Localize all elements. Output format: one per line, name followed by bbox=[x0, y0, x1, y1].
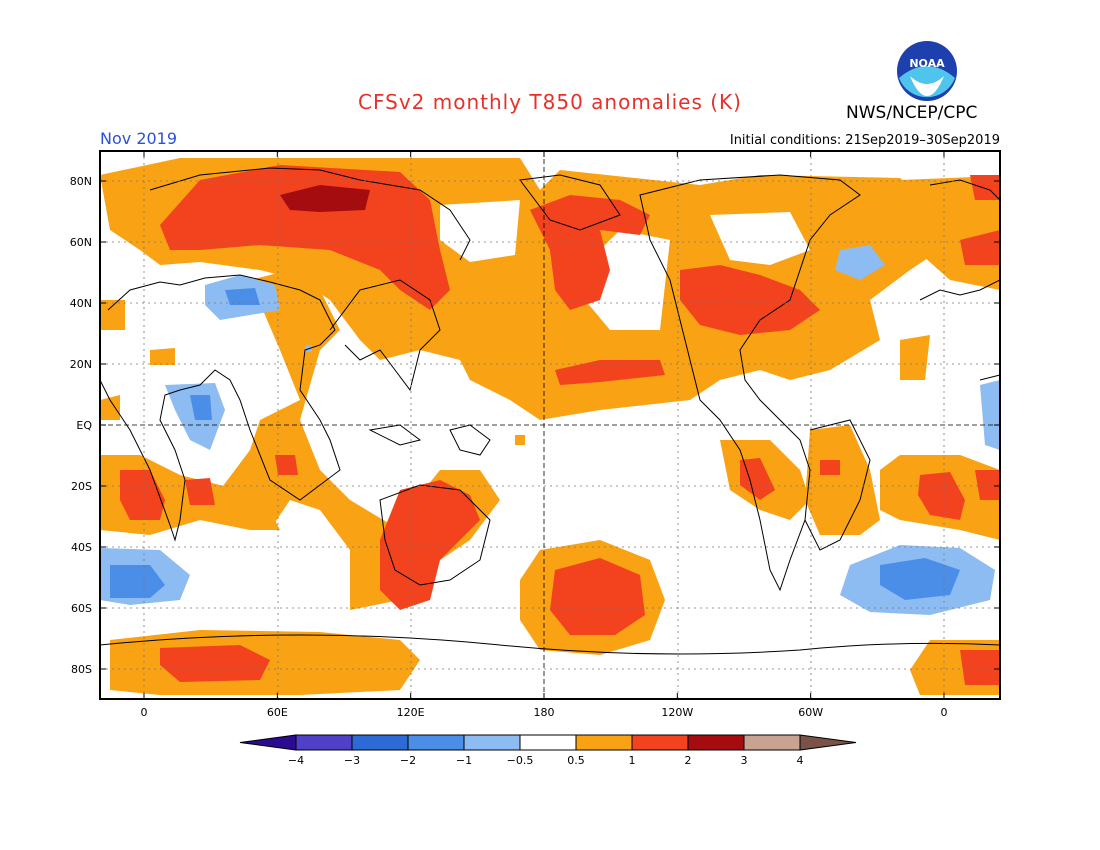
forecast-month: Nov 2019 bbox=[100, 129, 178, 148]
lon-label: 120E bbox=[397, 706, 425, 719]
colorbar-segment bbox=[631, 734, 689, 751]
colorbar-segment bbox=[575, 734, 633, 751]
equator-dateline bbox=[100, 151, 1000, 699]
lon-label: 0 bbox=[940, 706, 947, 719]
lon-label: 0 bbox=[141, 706, 148, 719]
colorbar-label: 4 bbox=[797, 754, 804, 767]
coastlines bbox=[100, 167, 1000, 655]
map-title: CFSv2 monthly T850 anomalies (K) bbox=[358, 90, 742, 114]
colorbar-label: −0.5 bbox=[507, 754, 534, 767]
colorbar-label: −4 bbox=[288, 754, 304, 767]
graticule bbox=[100, 151, 1000, 699]
colorbar-high-arrow bbox=[799, 734, 857, 751]
lat-label: 60S bbox=[71, 602, 92, 615]
lat-label: 80S bbox=[71, 663, 92, 676]
lon-label: 180 bbox=[533, 706, 554, 719]
initial-conditions-range: 21Sep2019–30Sep2019 bbox=[845, 133, 1000, 148]
lat-label: 40N bbox=[70, 297, 92, 310]
colorbar-label: −1 bbox=[456, 754, 472, 767]
lat-label: 60N bbox=[70, 236, 92, 249]
lat-label: 20N bbox=[70, 358, 92, 371]
lon-label: 60E bbox=[267, 706, 288, 719]
colorbar: −4 −3 −2 −1 −0.5 0.5 1 2 3 4 bbox=[239, 734, 857, 767]
positive-mid-anomaly-regions bbox=[120, 165, 1000, 685]
colorbar-segment bbox=[407, 734, 465, 751]
lat-label: EQ bbox=[76, 419, 92, 432]
negative-mid-anomaly-regions bbox=[110, 288, 960, 600]
lat-label: 80N bbox=[70, 175, 92, 188]
colorbar-label: 1 bbox=[629, 754, 636, 767]
colorbar-low-arrow bbox=[239, 734, 297, 751]
colorbar-segment bbox=[519, 734, 577, 751]
colorbar-label: 2 bbox=[685, 754, 692, 767]
lon-label: 120W bbox=[661, 706, 693, 719]
initial-conditions-label: Initial conditions: bbox=[729, 133, 842, 148]
colorbar-segment bbox=[351, 734, 409, 751]
colorbar-segment bbox=[743, 734, 801, 751]
colorbar-segment bbox=[295, 734, 353, 751]
lat-label: 40S bbox=[71, 541, 92, 554]
initial-conditions: Initial conditions: 21Sep2019–30Sep2019 bbox=[726, 133, 1000, 148]
colorbar-segment bbox=[687, 734, 745, 751]
longitude-labels: 0 60E 120E 180 120W 60W 0 bbox=[141, 151, 947, 719]
lat-label: 20S bbox=[71, 480, 92, 493]
colorbar-label: 0.5 bbox=[567, 754, 585, 767]
colorbar-label: −3 bbox=[344, 754, 360, 767]
latitude-labels: 80N 60N 40N 20N EQ 20S 40S 60S 80S bbox=[70, 175, 1000, 676]
agency-label: NWS/NCEP/CPC bbox=[846, 103, 978, 123]
noaa-logo-icon: NOAA bbox=[897, 41, 957, 101]
noaa-logo-text: NOAA bbox=[909, 57, 945, 70]
colorbar-label: −2 bbox=[400, 754, 416, 767]
colorbar-label: 3 bbox=[741, 754, 748, 767]
anomaly-field bbox=[100, 151, 1000, 699]
colorbar-segment bbox=[463, 734, 521, 751]
lon-label: 60W bbox=[798, 706, 823, 719]
positive-strong-anomaly-regions bbox=[280, 185, 370, 212]
